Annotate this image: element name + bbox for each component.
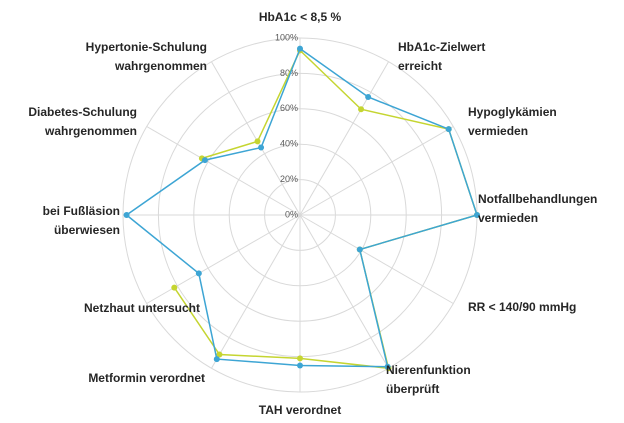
category-label: Metformin verordnet: [88, 371, 205, 385]
point: [365, 93, 372, 100]
category-label: bei Fußläsion überwiesen: [42, 204, 120, 237]
tick-label: 20%: [280, 174, 298, 184]
spoke: [211, 61, 301, 216]
point: [171, 284, 178, 291]
series-line: [125, 48, 478, 368]
spoke: [299, 214, 454, 304]
category-label: Nierenfunktion überprüft: [386, 363, 471, 396]
category-label: HbA1c < 8,5 %: [258, 10, 342, 24]
spoke: [299, 214, 389, 369]
category-label: Netzhaut untersucht: [83, 301, 200, 315]
category-label: Hypertonie-Schulung wahrgenommen: [85, 40, 207, 73]
point: [356, 246, 363, 253]
point: [123, 212, 130, 218]
category-label: Hypoglykämien vermieden: [468, 105, 557, 138]
point: [195, 270, 202, 277]
point: [384, 363, 391, 370]
category-label: TAH verordnet: [258, 403, 342, 417]
category-label: RR < 140/90 mmHg: [468, 300, 577, 314]
tick-label: 40%: [280, 139, 298, 149]
point: [254, 138, 261, 145]
spoke: [299, 61, 389, 216]
category-label: Notfallbehandlungen vermieden: [478, 192, 598, 225]
spoke: [146, 214, 301, 304]
point: [297, 355, 303, 362]
point: [258, 144, 265, 151]
tick-label: 0%: [285, 209, 298, 219]
point: [358, 106, 365, 113]
category-label: HbA1c-Zielwert erreicht: [398, 40, 486, 73]
tick-label: 60%: [280, 103, 298, 113]
tick-label: 100%: [275, 32, 298, 42]
point: [201, 157, 208, 164]
point: [216, 351, 223, 358]
spoke: [299, 126, 454, 216]
point: [297, 45, 303, 52]
point: [474, 212, 480, 218]
point: [297, 362, 303, 369]
point: [445, 126, 452, 133]
spoke: [211, 214, 301, 369]
category-label: Diabetes-Schulung wahrgenommen: [28, 105, 137, 138]
spoke: [146, 126, 301, 216]
point: [213, 356, 220, 363]
